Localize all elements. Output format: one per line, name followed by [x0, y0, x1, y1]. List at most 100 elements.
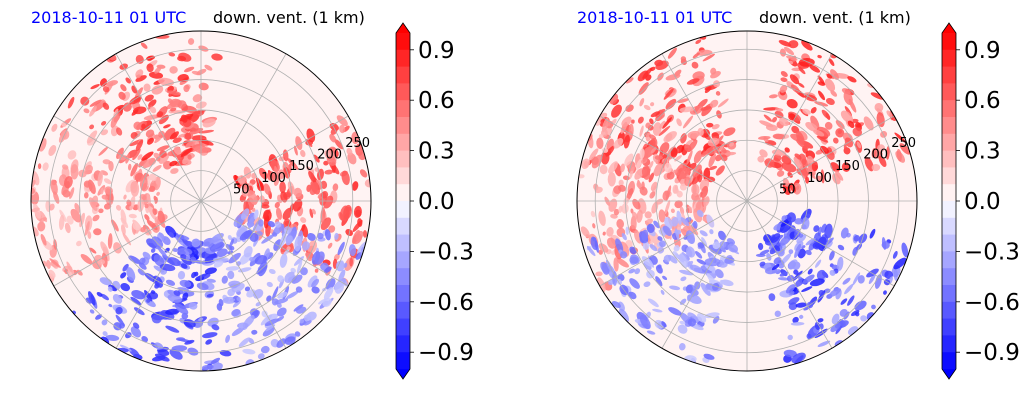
field-cell-3	[184, 339, 195, 345]
field-cell-0	[135, 75, 147, 82]
field-cell-0	[136, 74, 141, 79]
field-cell-1	[774, 107, 784, 112]
field-cell-1	[834, 170, 844, 181]
field-cell-3	[663, 254, 672, 263]
field-cell-4	[801, 217, 810, 230]
field-cell-0	[638, 82, 649, 95]
field-cell-2	[102, 159, 111, 165]
colorbar-segment	[942, 33, 956, 51]
field-cell-4	[757, 242, 764, 251]
field-cell-2	[49, 203, 55, 211]
field-cell-4	[274, 221, 282, 228]
field-cell-2	[606, 227, 614, 237]
field-cell-0	[710, 70, 721, 79]
field-cell-4	[853, 235, 860, 242]
field-cell-0	[183, 84, 190, 93]
field-cell-0	[655, 60, 669, 71]
field-cell-1	[300, 149, 306, 158]
field-cell-1	[801, 40, 813, 51]
field-cell-1	[286, 246, 291, 251]
field-cell-3	[679, 269, 694, 276]
field-cell-2	[149, 173, 157, 182]
field-cell-0	[639, 98, 645, 107]
field-cell-2	[120, 217, 129, 229]
colorbar-tick-label: 0.9	[418, 38, 455, 64]
field-cell-3	[652, 308, 663, 313]
field-cell-2	[613, 257, 619, 272]
field-cell-0	[147, 137, 154, 145]
colorbar-extend-bottom	[396, 369, 410, 379]
field-cell-0	[625, 77, 634, 84]
field-cell-4	[806, 213, 811, 219]
field-cell-1	[362, 230, 368, 238]
colorbar-segment	[942, 117, 956, 135]
field-cell-2	[132, 222, 140, 231]
field-cell-1	[790, 182, 796, 193]
field-cell-0	[643, 104, 651, 111]
field-cell-1	[894, 132, 907, 144]
field-cell-1	[876, 112, 885, 128]
field-cell-4	[307, 232, 316, 241]
field-cell-4	[271, 298, 279, 306]
field-cell-3	[150, 290, 156, 294]
field-cell-2	[594, 186, 603, 194]
colorbar-segment	[942, 201, 956, 219]
field-cell-4	[242, 315, 255, 328]
field-cell-4	[256, 264, 268, 275]
field-cell-3	[686, 246, 696, 258]
field-cell-0	[100, 129, 109, 136]
field-cell-1	[263, 209, 272, 222]
field-cell-0	[180, 148, 193, 157]
field-cell-2	[592, 223, 596, 229]
field-cell-4	[296, 259, 303, 274]
field-cell-3	[178, 247, 193, 256]
field-cell-1	[828, 58, 835, 67]
field-cell-4	[239, 229, 253, 241]
field-cell-2	[90, 195, 99, 209]
field-cell-2	[97, 170, 104, 187]
field-cell-3	[179, 279, 192, 288]
field-cell-2	[48, 145, 57, 156]
colorbar-extend-top	[396, 23, 410, 33]
field-cell-1	[329, 133, 337, 143]
field-cell-2	[649, 191, 656, 199]
field-cell-3	[697, 242, 705, 249]
plot-boundary	[576, 30, 918, 372]
field-cell-3	[96, 291, 103, 297]
field-cell-0	[637, 116, 644, 124]
field-cell-0	[700, 106, 712, 111]
field-cell-2	[128, 213, 137, 219]
field-cell-1	[789, 74, 800, 85]
field-cell-3	[687, 294, 702, 304]
field-cell-4	[823, 288, 831, 294]
field-cell-0	[148, 71, 164, 79]
field-cell-3	[634, 268, 641, 275]
field-cell-4	[814, 259, 822, 268]
colorbar-tick-label: −0.9	[964, 340, 1020, 366]
field-cell-2	[599, 164, 608, 175]
field-cell-3	[611, 301, 621, 308]
field-cell-4	[837, 256, 844, 271]
field-cell-1	[864, 157, 874, 172]
field-cell-2	[662, 190, 670, 201]
field-cell-4	[799, 314, 804, 319]
field-cell-3	[625, 226, 629, 235]
field-cell-1	[328, 225, 336, 233]
field-cell-1	[311, 208, 316, 215]
field-cell-2	[674, 200, 683, 209]
field-cell-0	[187, 38, 195, 45]
field-cell-0	[708, 152, 716, 168]
field-cell-3	[646, 223, 655, 233]
field-cell-4	[231, 309, 241, 317]
field-cell-4	[869, 228, 876, 239]
field-cell-0	[686, 150, 693, 165]
field-cell-0	[133, 121, 142, 130]
field-cell-1	[359, 169, 368, 178]
field-cell-4	[244, 286, 251, 292]
field-cell-1	[293, 187, 303, 198]
field-cell-0	[113, 108, 119, 118]
field-cell-4	[264, 318, 280, 326]
field-cell-2	[80, 253, 93, 265]
field-cell-1	[780, 77, 788, 82]
field-cell-1	[794, 153, 802, 160]
